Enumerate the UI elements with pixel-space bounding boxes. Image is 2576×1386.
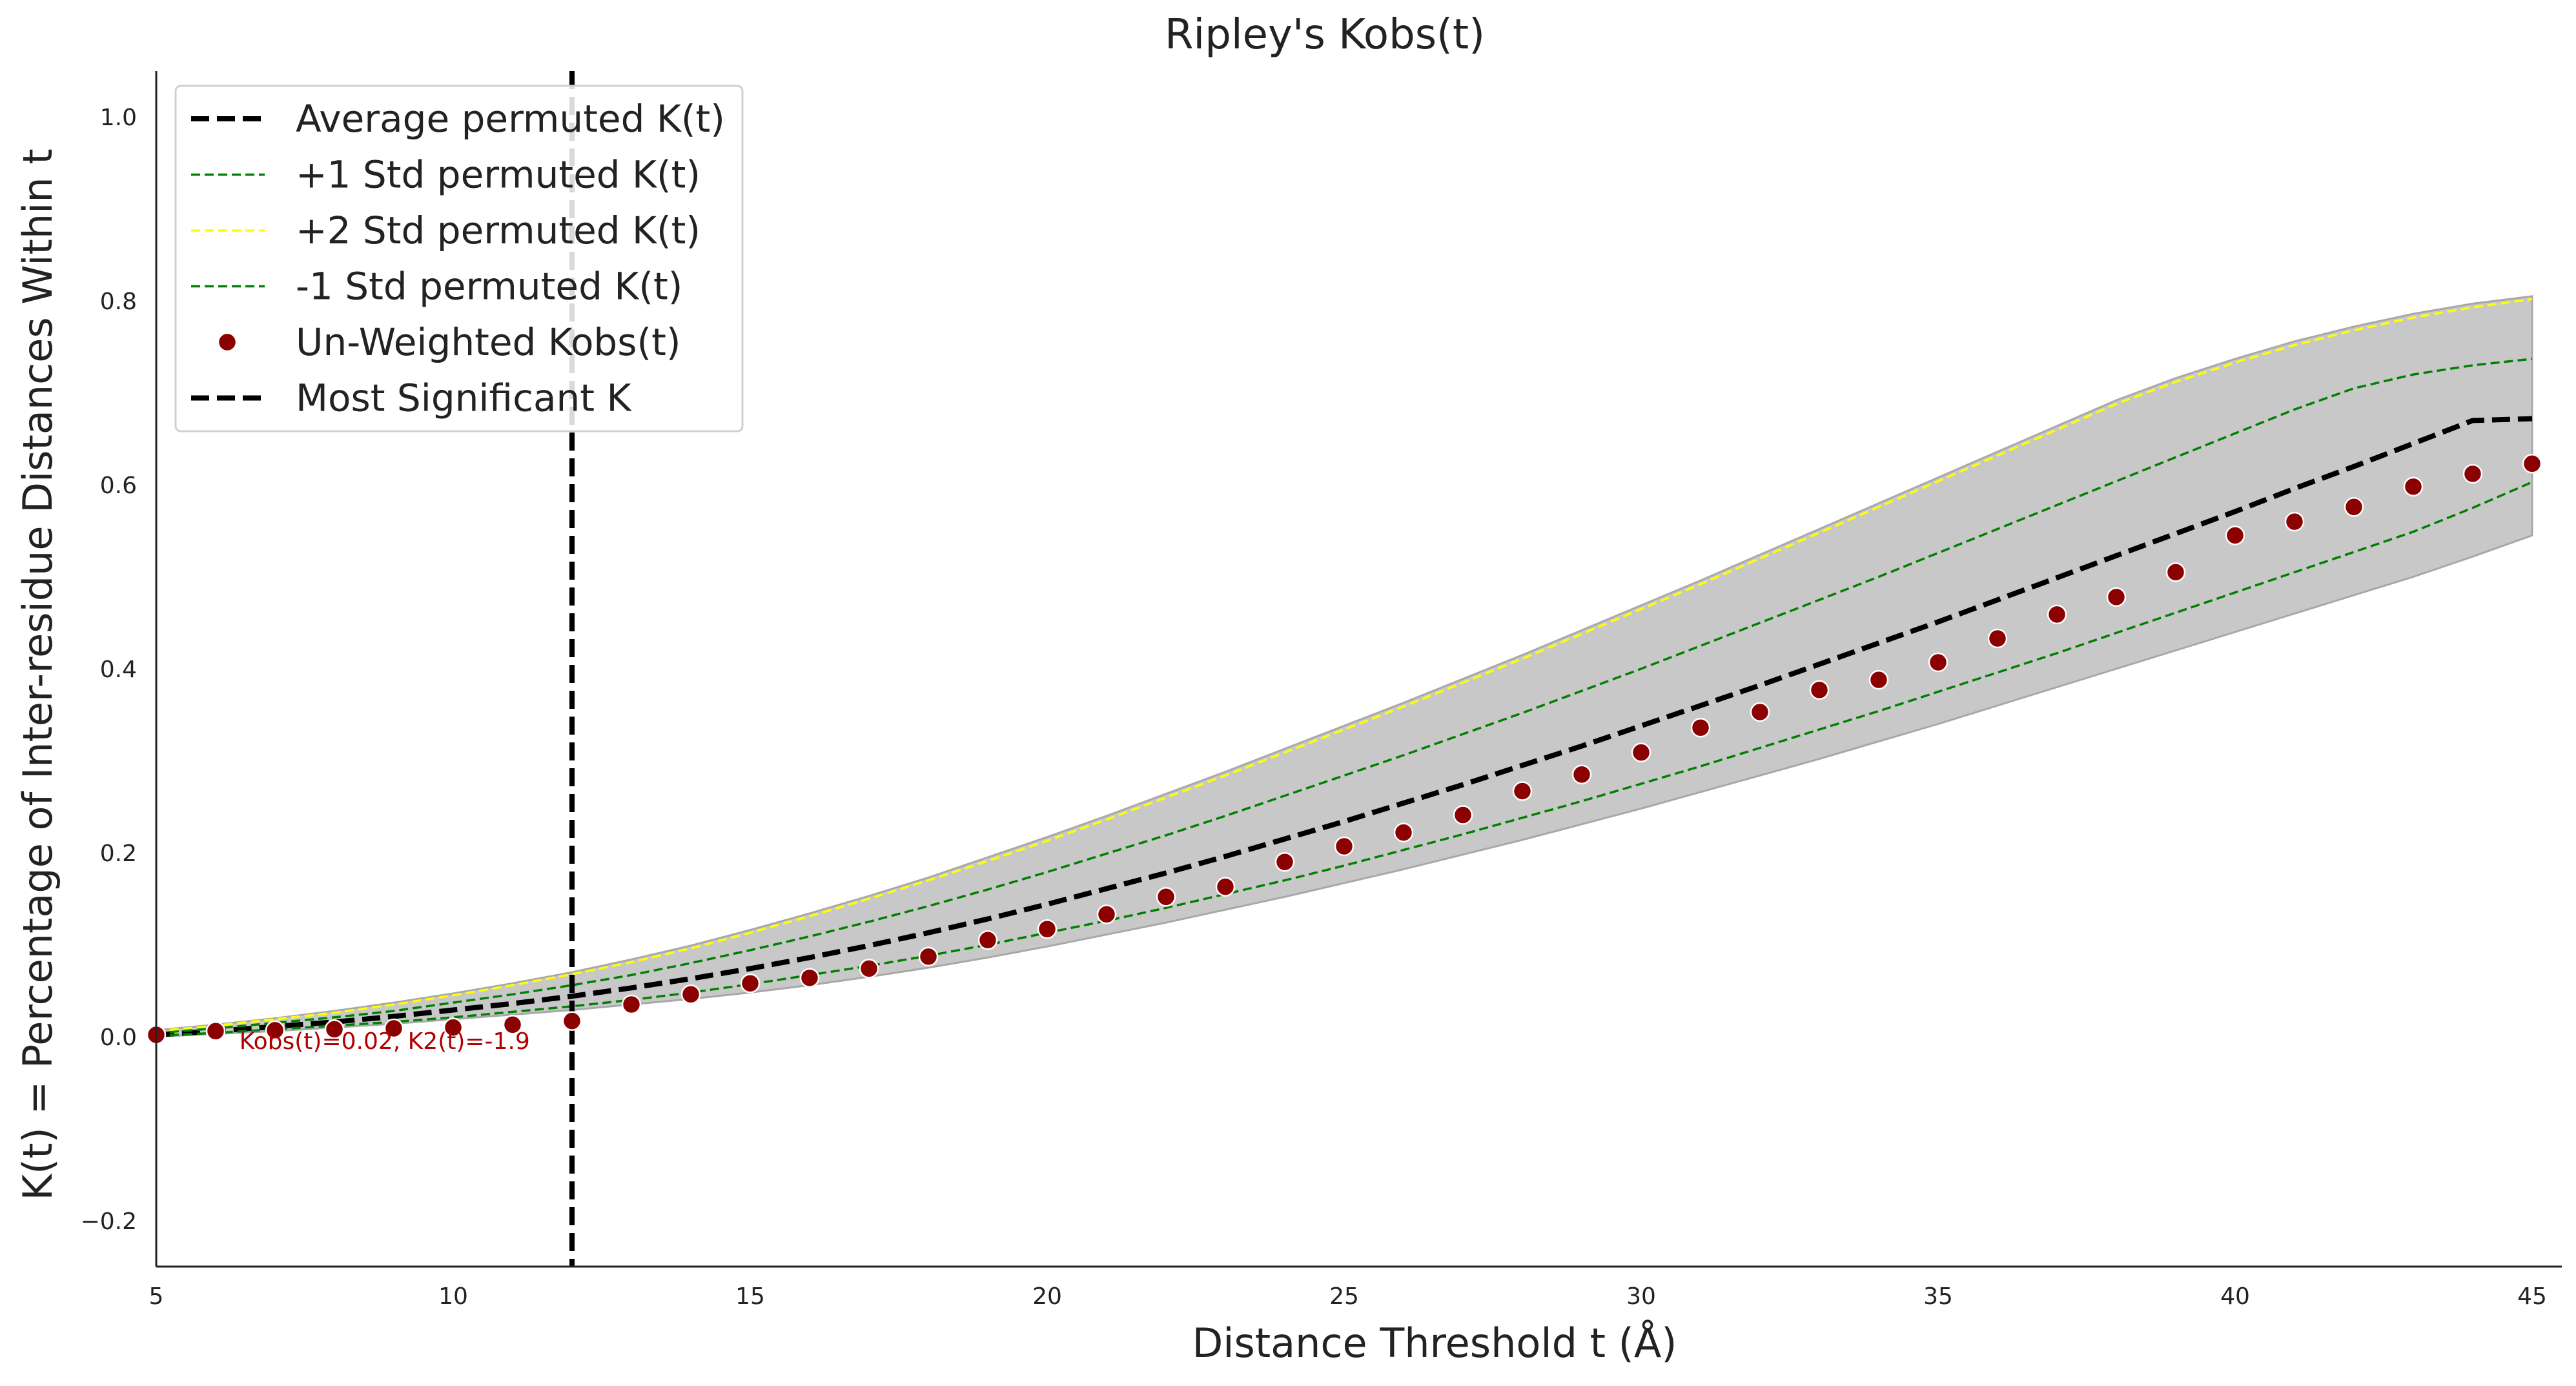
data-point xyxy=(621,994,642,1015)
data-point xyxy=(1453,805,1473,825)
data-point xyxy=(1928,652,1948,673)
data-point xyxy=(680,984,701,1004)
y-tick-label: 0.2 xyxy=(100,841,137,867)
series-layer xyxy=(156,71,2533,1267)
data-point xyxy=(1750,702,1770,722)
legend: Average permuted K(t) +1 Std permuted K(t… xyxy=(174,85,744,433)
data-point xyxy=(977,930,998,950)
data-point xyxy=(1156,887,1176,907)
data-point xyxy=(502,1015,523,1035)
data-point xyxy=(2047,604,2067,625)
legend-label: +1 Std permuted K(t) xyxy=(296,153,700,197)
series-line-1-std-permuted-k-t xyxy=(156,358,2533,1034)
x-axis-title: Distance Threshold t (Å) xyxy=(1192,1320,1677,1367)
data-point xyxy=(2284,511,2305,532)
data-point xyxy=(1274,851,1295,872)
data-point xyxy=(2344,497,2364,517)
data-point xyxy=(1868,669,1889,690)
legend-label: Most Significant K xyxy=(296,376,632,420)
data-point xyxy=(1215,877,1236,897)
data-point xyxy=(1096,904,1117,924)
legend-label: Un-Weighted Kobs(t) xyxy=(296,320,680,364)
y-tick-label: −0.2 xyxy=(81,1208,137,1235)
data-point xyxy=(265,1020,285,1041)
y-tick-label: 0.8 xyxy=(100,289,137,315)
series-line-2-std-permuted-k-t xyxy=(156,298,2533,1033)
data-point xyxy=(799,968,820,988)
y-tick-label: 0.0 xyxy=(100,1024,137,1051)
data-point xyxy=(2522,454,2542,474)
data-point xyxy=(2403,476,2424,497)
data-point xyxy=(2462,464,2483,484)
x-tick-label: 10 xyxy=(438,1283,468,1310)
axes-layer: 5 10 15 20 25 30 35 40 45 −0.2 0.0 0.2 0.4 0.6 0.8 1.0 xyxy=(81,71,2562,1310)
data-point xyxy=(740,973,761,994)
legend-label: +2 Std permuted K(t) xyxy=(296,209,700,252)
x-tick-label: 15 xyxy=(735,1283,765,1310)
data-point xyxy=(1037,919,1058,939)
series-line-1-std-permuted-k-t xyxy=(156,481,2533,1037)
x-tick-label: 45 xyxy=(2517,1283,2547,1310)
data-point xyxy=(2106,587,2127,607)
chart-title: Ripley's Kobs(t) xyxy=(1165,11,1485,59)
y-axis-title: K(t) = Percentage of Inter-residue Dista… xyxy=(14,148,61,1200)
data-point xyxy=(1512,781,1533,801)
legend-label: -1 Std permuted K(t) xyxy=(296,265,682,309)
scatter-layer xyxy=(146,454,2542,1045)
data-point xyxy=(859,959,879,979)
x-tick-label: 5 xyxy=(149,1283,164,1310)
x-tick-label: 40 xyxy=(2220,1283,2250,1310)
x-tick-label: 30 xyxy=(1626,1283,1656,1310)
legend-label: Average permuted K(t) xyxy=(296,97,725,141)
legend-marker xyxy=(217,332,238,352)
data-point xyxy=(562,1011,582,1031)
data-point xyxy=(1571,764,1592,785)
annotation-label: Kobs(t)=0.02, K2(t)=-1.9 xyxy=(240,1028,530,1055)
data-point xyxy=(1987,628,2008,649)
data-point xyxy=(383,1018,404,1039)
data-point xyxy=(443,1017,464,1037)
data-point xyxy=(918,946,939,967)
data-point xyxy=(1690,717,1711,738)
data-point xyxy=(1809,680,1830,700)
series-line-average-permuted-k-t xyxy=(156,416,2533,1037)
x-tick-label: 35 xyxy=(1923,1283,1953,1310)
legend-box xyxy=(174,85,744,433)
text-layer: Ripley's Kobs(t) Distance Threshold t (Å… xyxy=(14,11,1677,1367)
x-tick-label: 20 xyxy=(1032,1283,1062,1310)
y-tick-label: 1.0 xyxy=(100,105,137,131)
data-point xyxy=(205,1021,226,1041)
data-point xyxy=(324,1019,345,1039)
data-point xyxy=(1393,822,1414,842)
y-tick-label: 0.4 xyxy=(100,657,137,683)
x-tick-label: 25 xyxy=(1329,1283,1359,1310)
data-point xyxy=(1631,742,1651,762)
data-point xyxy=(1334,836,1354,857)
data-point xyxy=(2225,525,2245,545)
y-tick-label: 0.6 xyxy=(100,473,137,499)
data-point xyxy=(2165,562,2186,582)
